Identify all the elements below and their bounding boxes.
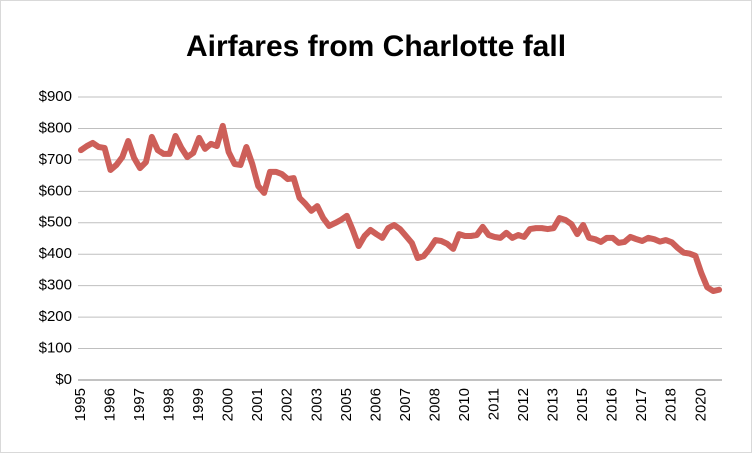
x-tick-label: 1998 — [161, 388, 178, 421]
x-tick-label: 2005 — [338, 388, 355, 421]
x-tick-label: 2000 — [220, 388, 237, 421]
y-tick-label: $200 — [39, 308, 72, 325]
y-tick-label: $800 — [39, 119, 72, 136]
y-tick-label: $400 — [39, 245, 72, 262]
x-tick-label: 2003 — [308, 388, 325, 421]
chart-title: Airfares from Charlotte fall — [186, 30, 566, 63]
x-tick-label: 1997 — [131, 388, 148, 421]
y-tick-label: $500 — [39, 214, 72, 231]
y-tick-label: $600 — [39, 182, 72, 199]
x-tick-label: 2002 — [279, 388, 296, 421]
x-tick-label: 1999 — [190, 388, 207, 421]
x-tick-label: 2008 — [426, 388, 443, 421]
x-tick-label: 2011 — [486, 388, 503, 420]
x-tick-label: 2006 — [367, 388, 384, 421]
data-line — [77, 122, 723, 295]
y-tick-label: $700 — [39, 151, 72, 168]
y-tick-label: $300 — [39, 277, 72, 294]
x-tick-label: 1995 — [72, 388, 89, 421]
x-tick-label: 2020 — [692, 388, 709, 421]
x-tick-label: 2012 — [515, 388, 532, 421]
x-tick-label: 2017 — [633, 388, 650, 421]
y-tick-label: $100 — [39, 340, 72, 357]
x-tick-label: 2018 — [663, 388, 680, 421]
x-tick-label: 2001 — [249, 388, 266, 421]
x-tick-label: 1996 — [101, 388, 118, 421]
x-tick-label: 2015 — [574, 388, 591, 421]
y-tick-label: $0 — [55, 371, 72, 388]
y-tick-label: $900 — [39, 88, 72, 105]
x-tick-label: 2013 — [545, 388, 562, 421]
x-tick-label: 2016 — [604, 388, 621, 421]
x-tick-label: 2010 — [456, 388, 473, 421]
x-tick-label: 2007 — [397, 388, 414, 421]
